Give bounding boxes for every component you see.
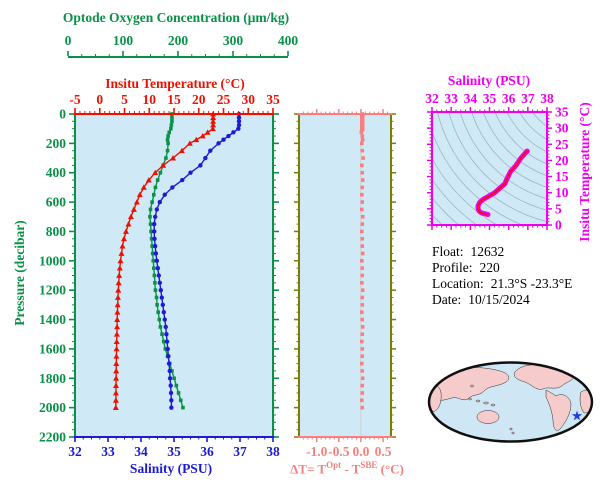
date-value: 10/15/2024: [468, 292, 530, 307]
location-line: Location: 21.3°S -23.3°E: [432, 276, 572, 292]
svg-text:25: 25: [217, 92, 231, 107]
svg-text:-1.0: -1.0: [306, 444, 328, 459]
temperature-axis-title: Insitu Temperature (°C): [105, 76, 245, 91]
salinity-axis-title: Salinity (PSU): [129, 461, 213, 476]
salinity-series: [152, 111, 242, 410]
dt-title-sup-sbe: SBE: [360, 460, 378, 470]
svg-text:-5: -5: [69, 92, 80, 107]
dt-title-mid: - T: [341, 461, 361, 477]
dt-title-suffix: (°C): [377, 461, 404, 477]
svg-text:600: 600: [46, 195, 67, 210]
svg-text:10: 10: [555, 185, 569, 200]
svg-text:5: 5: [555, 201, 562, 216]
temperature-series: [112, 111, 217, 411]
svg-text:36: 36: [200, 444, 214, 459]
profile-number-value: 220: [479, 260, 500, 275]
svg-text:33: 33: [444, 91, 458, 106]
svg-text:33: 33: [101, 444, 115, 459]
svg-text:1000: 1000: [39, 253, 66, 268]
svg-text:1800: 1800: [39, 371, 66, 386]
svg-text:400: 400: [46, 165, 67, 180]
profile-plot: 0200400600800100012001400160018002000220…: [39, 92, 280, 459]
svg-text:1400: 1400: [39, 312, 66, 327]
svg-text:0: 0: [96, 92, 103, 107]
svg-text:5: 5: [121, 92, 128, 107]
svg-text:37: 37: [233, 444, 247, 459]
svg-text:800: 800: [46, 224, 67, 239]
pressure-axis-title: Pressure (decibar): [12, 220, 27, 326]
oxygen-series: [148, 112, 185, 410]
svg-text:36: 36: [502, 91, 516, 106]
ts-curve: [475, 148, 530, 217]
svg-text:200: 200: [168, 33, 189, 48]
ts-temperature-axis-title: Insitu Temperature (°C): [577, 102, 592, 242]
svg-text:38: 38: [266, 444, 280, 459]
oxygen-axis-title: Optode Oxygen Concentration (μm/kg): [62, 10, 290, 25]
svg-text:1600: 1600: [39, 341, 66, 356]
svg-text:37: 37: [521, 91, 535, 106]
svg-text:34: 34: [134, 444, 148, 459]
float-info-block: Float: 12632 Profile: 220 Location: 21.3°S …: [432, 244, 572, 308]
svg-text:30: 30: [555, 121, 569, 136]
svg-text:30: 30: [242, 92, 256, 107]
ts-salinity-axis-title: Salinity (PSU): [447, 73, 531, 88]
svg-text:100: 100: [113, 33, 134, 48]
svg-text:35: 35: [266, 92, 280, 107]
svg-text:200: 200: [46, 136, 67, 151]
svg-text:0: 0: [65, 33, 72, 48]
svg-text:35: 35: [555, 105, 569, 120]
profile-number-label: Profile:: [432, 260, 473, 275]
svg-text:1200: 1200: [39, 283, 66, 298]
float-id-line: Float: 12632: [432, 244, 572, 260]
svg-text:32: 32: [425, 91, 439, 106]
dt-title-sup-opt: Opt: [326, 460, 342, 470]
svg-text:35: 35: [483, 91, 497, 106]
svg-text:2200: 2200: [39, 430, 66, 445]
svg-text:0.5: 0.5: [375, 444, 392, 459]
float-id-label: Float:: [432, 244, 464, 259]
date-label: Date:: [432, 292, 462, 307]
float-id-value: 12632: [470, 244, 505, 259]
date-line: Date: 10/15/2024: [432, 292, 572, 308]
svg-text:-0.5: -0.5: [328, 444, 350, 459]
svg-text:20: 20: [555, 153, 569, 168]
svg-text:400: 400: [278, 33, 299, 48]
delta-t-plot: -1.0 -0.5 0.0 0.5: [294, 109, 396, 459]
location-value: 21.3°S -23.3°E: [490, 276, 573, 291]
svg-text:15: 15: [167, 92, 181, 107]
svg-text:0.0: 0.0: [352, 444, 369, 459]
oxygen-axis: 0 100 200 300 400: [65, 33, 299, 58]
dt-title-prefix: ΔT= T: [290, 461, 327, 477]
float-location-star: [571, 410, 583, 421]
svg-text:25: 25: [555, 137, 569, 152]
world-map: [427, 361, 594, 443]
svg-text:15: 15: [555, 169, 569, 184]
svg-text:35: 35: [167, 444, 181, 459]
delta-t-axis-title: ΔT= TOpt - TSBE (°C): [290, 460, 404, 477]
svg-text:10: 10: [143, 92, 157, 107]
profile-number-line: Profile: 220: [432, 260, 572, 276]
svg-text:0: 0: [555, 218, 562, 233]
svg-text:34: 34: [464, 91, 478, 106]
svg-text:300: 300: [223, 33, 244, 48]
svg-text:32: 32: [68, 444, 82, 459]
location-label: Location:: [432, 276, 484, 291]
svg-text:2000: 2000: [39, 400, 66, 415]
svg-text:38: 38: [540, 91, 554, 106]
svg-text:0: 0: [59, 107, 66, 122]
svg-text:20: 20: [192, 92, 206, 107]
